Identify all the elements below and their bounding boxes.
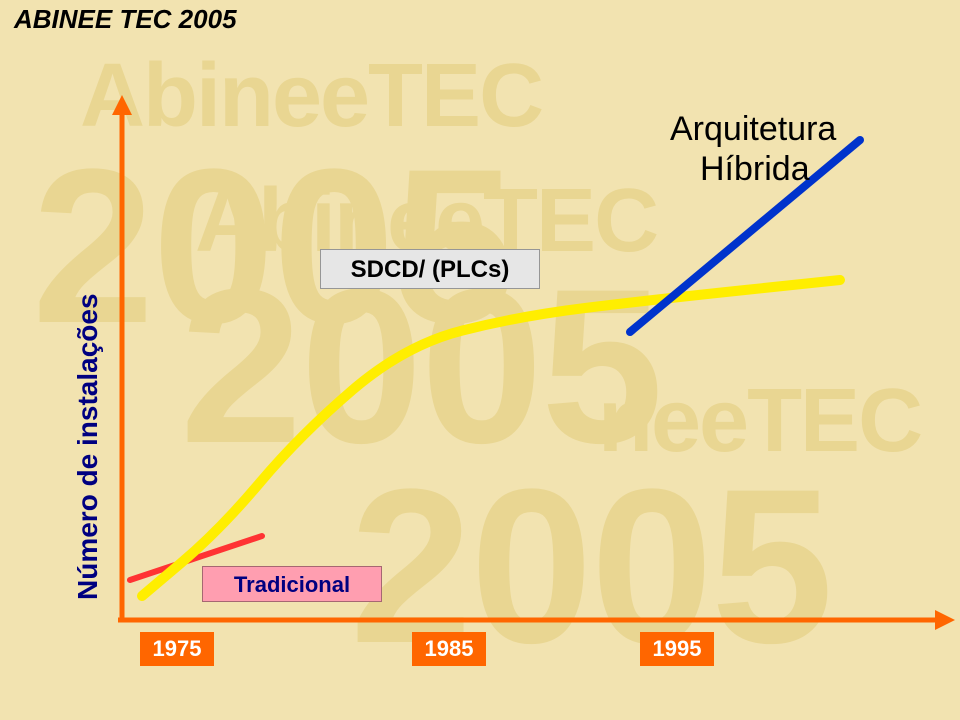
- label-tradicional: Tradicional: [202, 566, 382, 602]
- axes: [112, 95, 955, 630]
- label-sdcd-plcs: SDCD/ (PLCs): [320, 249, 540, 289]
- series-lines: [130, 140, 860, 596]
- slide-root: AbineeTEC2005AbineeTEC2005neeTEC2005 ABI…: [0, 0, 960, 720]
- x-tick: 1975: [140, 632, 214, 666]
- label-arquitetura: Arquitetura: [670, 110, 836, 149]
- series-sdcd/plcs: [142, 280, 840, 596]
- chart-canvas: [0, 0, 960, 720]
- x-tick: 1995: [640, 632, 714, 666]
- label-hibrida: Híbrida: [700, 150, 810, 189]
- y-axis-label: Número de instalações: [72, 293, 104, 600]
- x-tick: 1985: [412, 632, 486, 666]
